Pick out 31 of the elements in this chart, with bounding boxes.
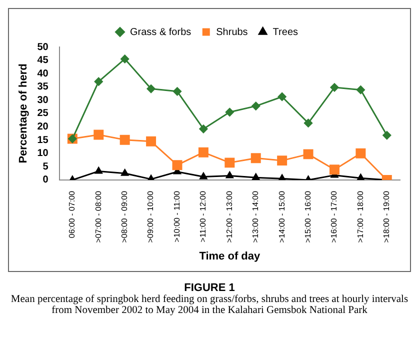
legend-label: Grass & forbs <box>130 26 192 38</box>
y-tick-label: 50 <box>37 42 49 53</box>
y-tick-label: 25 <box>37 108 49 120</box>
x-axis-title: Time of day <box>199 250 261 262</box>
y-axis-title: Percentage of herd <box>18 64 30 164</box>
y-tick-label: 10 <box>37 148 49 160</box>
y-tick-label: 40 <box>37 68 49 80</box>
text: FIGURE 1 <box>183 282 236 294</box>
x-tick-label: >15:00 - 16:00 <box>303 190 312 243</box>
y-tick-label: 35 <box>37 82 49 93</box>
y-tick-label: 20 <box>37 122 49 133</box>
x-tick-label: >18:00 - 19:00 <box>382 190 392 243</box>
x-tick-label: >13:00 - 14:00 <box>251 190 260 243</box>
x-tick-label: >08:00 - 09:00 <box>120 190 130 243</box>
text: Mean percentage of springbok herd feeding on grass/forbs, shrubs and trees at hourly intervals from November 2002 to May 2004 in the Kalahari Gemsbok National Park <box>10 294 410 316</box>
y-tick-label: 45 <box>37 55 49 66</box>
x-tick-label: >09:00 - 10:00 <box>146 190 156 243</box>
y-tick-label: 30 <box>37 94 49 106</box>
x-tick-label: >16:00 - 17:00 <box>330 190 339 243</box>
x-tick-label: >12:00 - 13:00 <box>224 190 234 243</box>
y-tick-label: 0 <box>42 174 49 186</box>
x-tick-label: >17:00 - 18:00 <box>356 190 365 243</box>
legend-label: Shrubs <box>216 26 248 38</box>
y-tick-label: 5 <box>42 161 49 172</box>
x-tick-label: >10:00 - 11:00 <box>172 190 182 242</box>
y-tick-label: 15 <box>37 134 49 146</box>
legend-label: Trees <box>272 26 298 38</box>
x-tick-label: >11:00 - 12:00 <box>198 190 208 242</box>
x-tick-label: 06:00 - 07:00 <box>68 190 77 238</box>
x-tick-label: >07:00 - 08:00 <box>94 190 103 243</box>
x-tick-label: >14:00 - 15:00 <box>277 190 286 243</box>
